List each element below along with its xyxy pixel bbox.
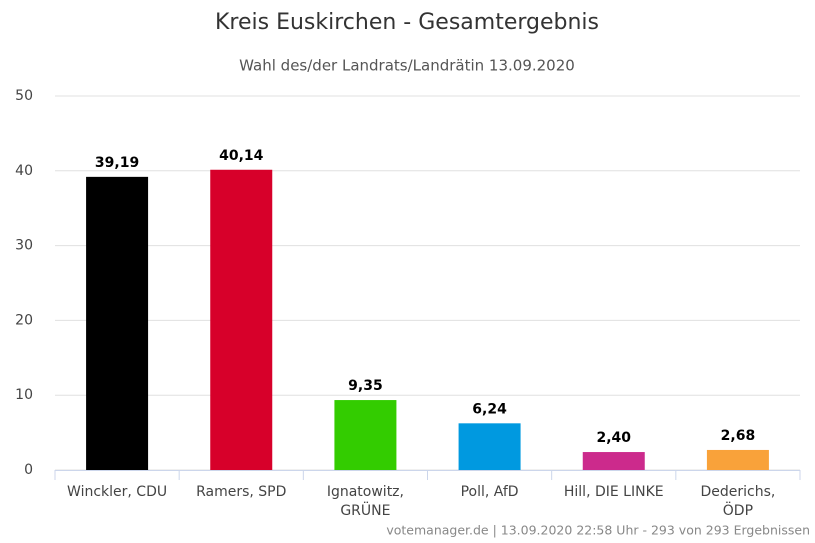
- x-tick-label: Ramers, SPD: [196, 484, 286, 500]
- bar: [458, 423, 521, 470]
- value-label: 39,19: [95, 155, 139, 171]
- bar: [86, 176, 149, 470]
- y-tick-label: 10: [15, 387, 33, 403]
- value-label: 40,14: [219, 148, 264, 164]
- footer: votemanager.de | 13.09.2020 22:58 Uhr - …: [386, 523, 810, 538]
- value-label: 2,40: [596, 430, 631, 446]
- bar: [210, 169, 273, 470]
- bar: [706, 449, 769, 470]
- chart-subtitle: Wahl des/der Landrats/Landrätin 13.09.20…: [239, 57, 575, 75]
- y-tick-label: 20: [15, 312, 33, 328]
- value-label: 9,35: [348, 378, 383, 394]
- x-tick-label: Dederichs, ÖDP: [700, 484, 775, 519]
- x-tick-label: Winckler, CDU: [67, 484, 167, 500]
- value-label: 2,68: [721, 428, 756, 444]
- chart-title: Kreis Euskirchen - Gesamtergebnis: [215, 10, 599, 35]
- x-tick-label: Poll, AfD: [461, 484, 519, 500]
- y-tick-label: 40: [15, 163, 33, 179]
- y-tick-label: 50: [15, 88, 33, 104]
- y-tick-label: 30: [15, 238, 33, 254]
- y-tick-label: 0: [24, 462, 33, 478]
- x-tick-label: Hill, DIE LINKE: [564, 484, 664, 500]
- value-label: 6,24: [472, 401, 507, 417]
- x-tick-label: Ignatowitz, GRÜNE: [327, 484, 404, 519]
- bar: [582, 452, 645, 470]
- bar: [334, 400, 397, 470]
